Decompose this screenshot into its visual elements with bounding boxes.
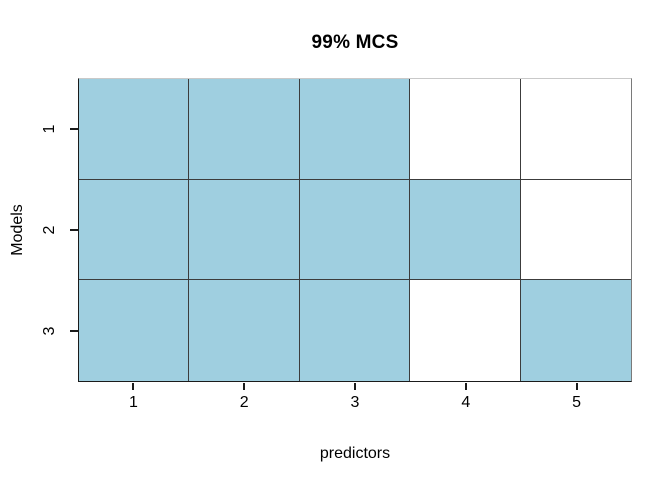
heatmap-cell	[189, 79, 300, 180]
heatmap-cell	[189, 179, 300, 281]
heatmap-cell	[79, 79, 190, 180]
heatmap-cell	[299, 179, 411, 281]
y-tick-mark	[70, 330, 78, 333]
x-tick-label: 4	[461, 394, 471, 411]
heatmap-cell	[520, 79, 631, 180]
heatmap-cell	[410, 79, 521, 180]
heatmap-cell	[79, 179, 190, 281]
plot-area	[78, 78, 632, 382]
heatmap-cell	[410, 179, 521, 281]
heatmap-cell	[299, 79, 411, 180]
x-tick-mark	[464, 383, 467, 390]
chart-title: 99% MCS	[311, 32, 399, 53]
heatmap-cell	[189, 280, 300, 381]
heatmap-cell	[520, 179, 631, 281]
heatmap-cell	[299, 280, 411, 381]
x-axis-label: predictors	[319, 445, 391, 462]
y-tick-label: 2	[41, 225, 58, 235]
x-tick-mark	[354, 383, 356, 390]
x-tick-mark	[243, 383, 246, 390]
x-tick-label: 2	[239, 394, 249, 411]
y-tick-label: 1	[41, 124, 58, 134]
heatmap-cell	[520, 280, 631, 381]
x-tick-mark	[575, 383, 578, 390]
heatmap-cell	[79, 280, 190, 381]
y-axis-label: Models	[9, 204, 26, 256]
x-tick-label: 3	[350, 394, 360, 411]
x-tick-mark	[132, 383, 135, 390]
heatmap-cell	[410, 280, 521, 381]
y-tick-mark	[70, 229, 78, 231]
y-tick-label: 3	[41, 326, 58, 336]
x-tick-label: 1	[128, 394, 138, 411]
y-tick-mark	[70, 127, 78, 130]
x-tick-label: 5	[572, 394, 582, 411]
